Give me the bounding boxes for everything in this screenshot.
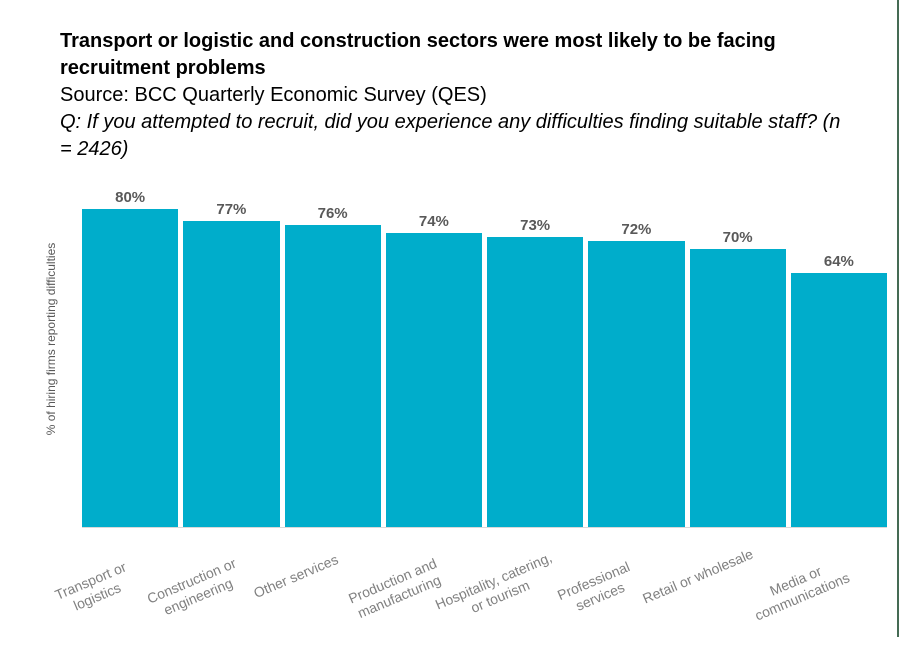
x-axis-label-line: engineering: [161, 574, 235, 619]
x-axis-label-line: Retail or wholesale: [640, 545, 756, 607]
bar-value-label: 72%: [621, 221, 652, 239]
x-axis-label-line: Media or: [766, 562, 824, 599]
bar-value-label: 70%: [722, 229, 753, 247]
x-axis-label-line: Professional: [555, 558, 633, 604]
x-axis-label: Media or communications: [718, 542, 879, 636]
x-axis-label: Production and manufacturing: [316, 542, 477, 636]
bar: [790, 272, 887, 527]
bar: [588, 241, 685, 527]
x-axis-label-line: manufacturing: [355, 571, 444, 622]
x-axis-label: Professional services: [517, 542, 678, 636]
bar: [183, 221, 280, 527]
bar: [487, 237, 584, 527]
bar-value-label: 77%: [216, 201, 247, 219]
bar-value-label: 76%: [317, 205, 348, 223]
x-axis-label-line: or tourism: [468, 576, 532, 616]
chart-header: Transport or logistic and construction s…: [60, 28, 842, 163]
chart-question: Q: If you attempted to recruit, did you …: [60, 111, 841, 160]
bar-group: 72%: [588, 130, 685, 527]
bar-value-label: 80%: [115, 189, 146, 207]
x-axis-label-line: services: [573, 578, 628, 614]
x-axis-label-line: Construction or: [144, 554, 239, 607]
x-axis-label: Hospitality, catering, or tourism: [417, 542, 578, 636]
plot-area: 80% 77% 76% 74% 73% 72% 70% 64%: [82, 130, 887, 528]
x-axis-label: Other services: [219, 537, 373, 615]
bar-group: 77%: [183, 130, 280, 527]
bar: [385, 233, 482, 527]
bar-group: 80%: [82, 130, 179, 527]
x-axis-label-line: Other services: [250, 551, 341, 602]
bar: [689, 249, 786, 527]
chart-source: Source: BCC Quarterly Economic Survey (Q…: [60, 84, 487, 106]
bar-group: 64%: [790, 130, 887, 527]
y-axis-label: % of hiring firms reporting difficulties: [44, 242, 58, 436]
x-axis-label: Transport or logistics: [14, 542, 175, 636]
x-axis-label-line: Hospitality, catering,: [432, 548, 554, 613]
x-axis-label-line: Production and: [346, 554, 440, 607]
x-axis-label: Retail or wholesale: [621, 537, 775, 615]
bar: [82, 209, 179, 527]
bar-group: 70%: [689, 130, 786, 527]
bar-value-label: 64%: [823, 252, 854, 270]
bar-group: 73%: [487, 130, 584, 527]
x-axis-label-line: communications: [752, 569, 852, 624]
x-axis-label-line: logistics: [71, 579, 124, 614]
bar-value-label: 73%: [520, 217, 551, 235]
x-axis-label: Construction or engineering: [115, 542, 276, 636]
bar-group: 76%: [284, 130, 381, 527]
bar-value-label: 74%: [418, 213, 449, 231]
chart-title: Transport or logistic and construction s…: [60, 30, 776, 79]
x-axis-label-line: Transport or: [52, 558, 129, 603]
green-border-line: [897, 0, 899, 637]
bar: [284, 225, 381, 527]
bar-group: 74%: [385, 130, 482, 527]
